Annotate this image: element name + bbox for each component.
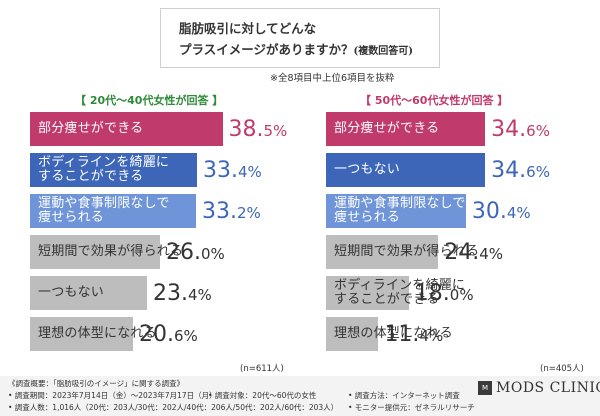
value-int: 23. — [153, 281, 188, 306]
value-dec: 6% — [526, 122, 550, 140]
bar-category-label: 部分痩せができる — [38, 121, 144, 136]
bar — [326, 317, 379, 351]
bar-value-label: 11. 4% — [384, 317, 443, 351]
value-dec: 4% — [506, 204, 531, 222]
bar-row: ボディラインを綺麗に することができる 33. 4% — [30, 153, 287, 187]
value-int: 34. — [491, 117, 527, 142]
bar-category-label: 運動や食事制限なしで 痩せられる — [38, 196, 170, 225]
value-int: 18. — [414, 281, 450, 306]
bar-value-label: 23. 4% — [153, 276, 212, 310]
value-dec: 5% — [263, 122, 288, 140]
value-int: 33. — [203, 158, 238, 183]
logo-mark: M — [478, 381, 492, 395]
value-dec: 6% — [174, 327, 198, 345]
bar — [30, 317, 133, 351]
bar-category-label: 部分痩せができる — [334, 121, 440, 136]
bar — [30, 194, 196, 228]
bar-row: 短期間で効果が得られる 24. 4% — [326, 235, 528, 269]
value-dec: 6% — [526, 163, 550, 181]
value-int: 11. — [384, 322, 420, 347]
value-dec: 2% — [237, 204, 261, 222]
value-int: 34. — [491, 158, 527, 183]
bar — [326, 112, 486, 146]
bar-category-label: 一つもない — [38, 285, 105, 300]
bar-row: 部分痩せができる 34. 6% — [326, 112, 575, 146]
bar-row: 理想の体型になれる 11. 4% — [326, 317, 468, 351]
bar-category-label: 短期間で効果が得られる — [38, 244, 184, 259]
value-int: 24. — [444, 240, 480, 265]
group-label-right: 【 50代～60代女性が回答 】 — [360, 94, 509, 107]
value-dec: 4% — [188, 286, 212, 304]
footer: 《調査概要：「脂肪吸引のイメージ」に関する調査》 • 調査期間：2023年7月1… — [0, 376, 600, 416]
bar — [326, 194, 466, 228]
bar-value-label: 24. 4% — [444, 235, 503, 269]
value-dec: 4% — [419, 327, 444, 345]
bar-value-label: 34. 6% — [491, 112, 550, 146]
value-int: 26. — [166, 240, 201, 265]
bar — [326, 276, 409, 310]
bar-value-label: 33. 2% — [202, 194, 261, 228]
title-box: 脂肪吸引に対してどんな プラスイメージがありますか？(複数回答可) — [160, 8, 440, 68]
footer-monitor: • モニター提供元：ゼネラルリサーチ — [348, 403, 475, 412]
bar — [30, 112, 223, 146]
bar-row: 一つもない 23. 4% — [30, 276, 237, 310]
value-dec: 0% — [201, 245, 225, 263]
footer-period: • 調査期間：2023年7月14日（金）～2023年7月17日（月） — [8, 391, 217, 400]
bar — [30, 276, 147, 310]
bar-category-label: 理想の体型になれる — [38, 326, 157, 341]
bar-row: 短期間で効果が得られる 26. 0% — [30, 235, 250, 269]
bar-value-label: 26. 0% — [166, 235, 225, 269]
bar-value-label: 34. 6% — [491, 153, 550, 187]
bar-category-label: 運動や食事制限なしで 痩せられる — [334, 196, 466, 225]
chart-title-line2: プラスイメージがありますか？(複数回答可) — [179, 42, 413, 57]
group-label-left: 【 20代～40代女性が回答 】 — [75, 94, 224, 107]
bar-category-label: ボディラインを綺麗に することができる — [38, 155, 170, 184]
bar — [326, 235, 439, 269]
bar — [326, 153, 486, 187]
value-int: 30. — [471, 199, 507, 224]
value-int: 33. — [202, 199, 237, 224]
bar-row: 一つもない 34. 6% — [326, 153, 575, 187]
value-int: 38. — [228, 117, 264, 142]
bar — [30, 153, 197, 187]
bar-category-label: ボディラインを綺麗に することができる — [334, 278, 466, 307]
bar-category-label: 理想の体型になれる — [334, 326, 453, 341]
bar-row: 理想の体型になれる 20. 6% — [30, 317, 223, 351]
n-label-right: (n=405人) — [540, 364, 584, 374]
logo-text: MODS CLINIC — [496, 380, 600, 396]
value-dec: 4% — [238, 163, 262, 181]
footer-method: • 調査方法：インターネット調査 — [348, 391, 460, 400]
bar-value-label: 33. 4% — [203, 153, 262, 187]
footer-count: • 調査人数：1,016人（20代：203人/30代：202人/40代：206人… — [8, 403, 339, 412]
value-dec: 4% — [479, 245, 504, 263]
bar-category-label: 一つもない — [334, 162, 401, 177]
subnote: ※全8項目中上位6項目を抜粋 — [270, 73, 395, 84]
bar-row: 運動や食事制限なしで 痩せられる 33. 2% — [30, 194, 286, 228]
footer-target: • 調査対象：20代～60代の女性 — [208, 391, 317, 400]
footer-survey-title: 《調査概要：「脂肪吸引のイメージ」に関する調査》 — [8, 379, 185, 388]
chart-title-line1: 脂肪吸引に対してどんな — [179, 21, 317, 36]
value-int: 20. — [139, 322, 174, 347]
bar-row: 部分痩せができる 38. 5% — [30, 112, 313, 146]
n-label-left: (n=611人) — [240, 364, 284, 374]
bar-row: 運動や食事制限なしで 痩せられる 30. 4% — [326, 194, 556, 228]
bar-row: ボディラインを綺麗に することができる 18. 0% — [326, 276, 499, 310]
bar-value-label: 30. 4% — [472, 194, 531, 228]
chart-title-note: (複数回答可) — [353, 46, 413, 57]
bar-value-label: 18. 0% — [415, 276, 474, 310]
bar-value-label: 38. 5% — [229, 112, 288, 146]
value-dec: 0% — [449, 286, 474, 304]
bar-value-label: 20. 6% — [139, 317, 198, 351]
bar-category-label: 短期間で効果が得られる — [334, 244, 480, 259]
bar — [30, 235, 160, 269]
